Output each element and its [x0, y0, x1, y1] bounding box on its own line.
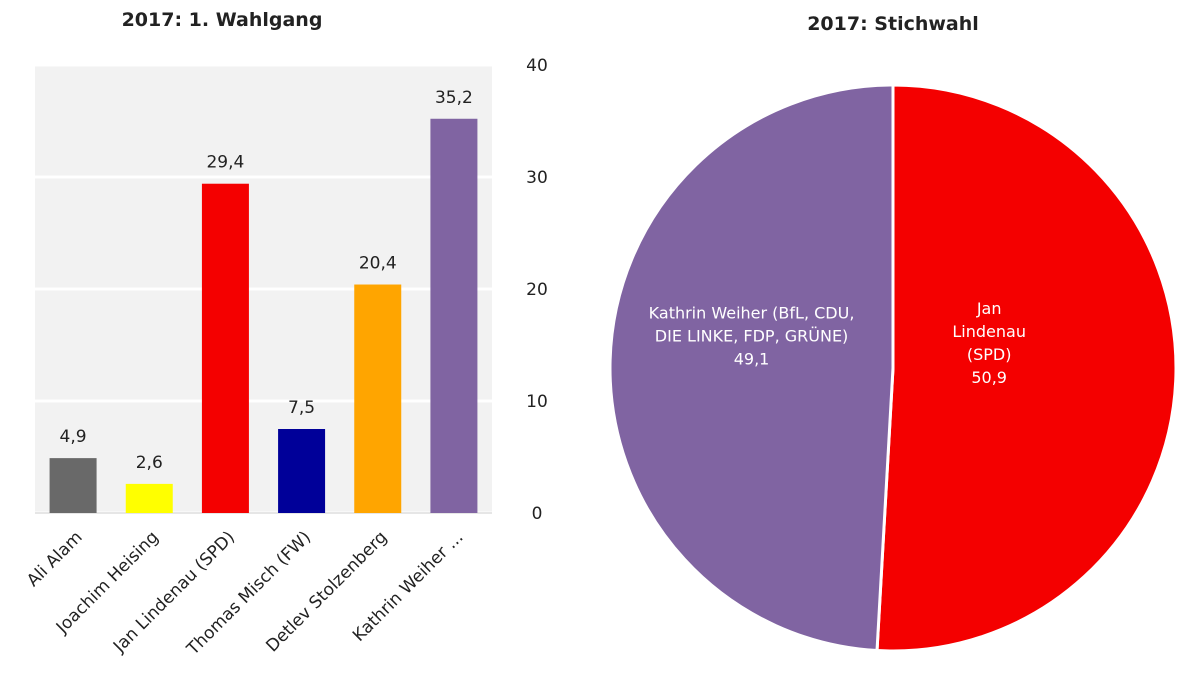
value-label: 4,9	[60, 427, 87, 447]
bar	[125, 483, 173, 513]
slice-label: Jan Lindenau (SPD) 50,9	[939, 297, 1039, 389]
pie-title: 2017: Stichwahl	[807, 13, 979, 35]
y-tick-label: 20	[526, 280, 548, 300]
x-tick-label: Ali Alam	[23, 527, 87, 591]
pie-slice	[875, 83, 1177, 653]
y-tick-label: 30	[526, 168, 548, 188]
y-tick-label: 40	[526, 56, 548, 76]
bar	[49, 458, 97, 513]
pie-slice	[608, 83, 895, 653]
category-label: Kathrin Weiher (BfL, CDU, DIE LINKE, FDP…	[648, 303, 855, 346]
bar	[430, 118, 478, 513]
x-tick-label: Thomas Misch (FW)	[183, 527, 316, 660]
bar-title: 2017: 1. Wahlgang	[122, 9, 323, 31]
slice-label: Kathrin Weiher (BfL, CDU, DIE LINKE, FDP…	[637, 301, 867, 370]
y-tick-label: 0	[532, 504, 543, 524]
value-label: 2,6	[136, 453, 163, 473]
y-tick-label: 10	[526, 392, 548, 412]
bar	[354, 284, 402, 513]
value-label: 29,4	[206, 153, 244, 173]
value-label: 50,9	[971, 367, 1007, 387]
value-label: 20,4	[359, 254, 397, 274]
value-label: 49,1	[733, 349, 770, 369]
value-label: 35,2	[435, 88, 473, 108]
category-label: Jan Lindenau (SPD)	[952, 298, 1026, 364]
value-label: 7,5	[288, 398, 315, 418]
bar	[278, 429, 326, 513]
bar	[201, 183, 249, 513]
